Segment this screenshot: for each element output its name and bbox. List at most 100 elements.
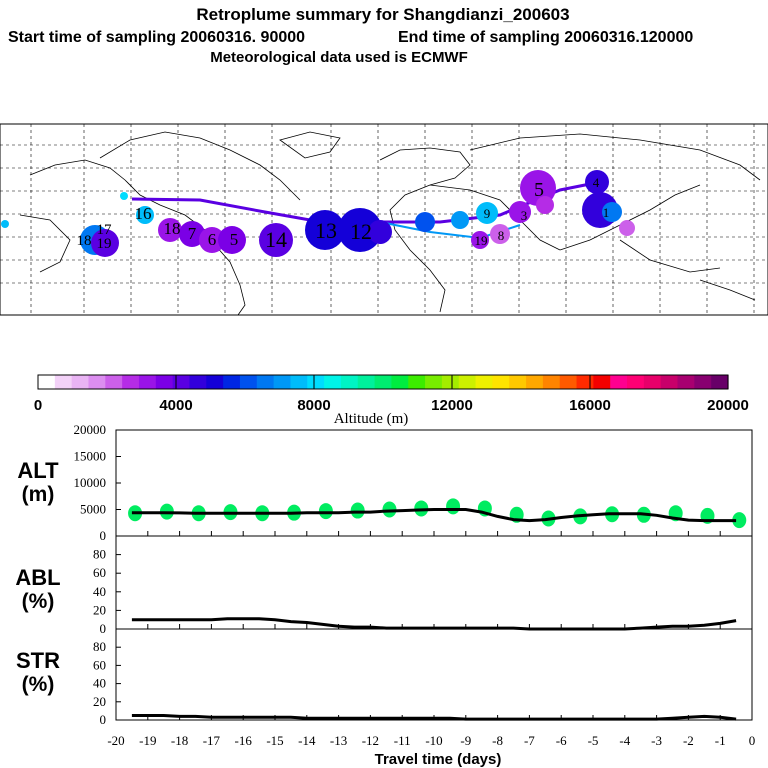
- met-data-note: Meteorological data used is ECMWF: [210, 49, 468, 66]
- colorbar-cell: [593, 375, 611, 389]
- str-y-tick-label: 20: [93, 694, 106, 709]
- map-day-label: 17: [97, 222, 113, 238]
- alt-particle-cluster: [350, 502, 365, 519]
- str-y-tick-label: 80: [93, 639, 106, 654]
- plume-marker: [602, 202, 622, 222]
- coastlines: [19, 131, 761, 316]
- str-panel-frame: [115, 628, 753, 721]
- map-day-label: 6: [208, 230, 217, 249]
- x-tick-label: -6: [556, 733, 567, 748]
- x-tick-label: -14: [298, 733, 316, 748]
- alt-panel-label: ALT: [17, 458, 59, 483]
- alt-panel-unit: (m): [22, 483, 55, 506]
- plume-marker: [368, 220, 392, 244]
- x-tick-label: 0: [749, 733, 756, 748]
- colorbar-cell: [324, 375, 342, 389]
- plume-marker: [509, 201, 531, 223]
- colorbar-cell: [206, 375, 224, 389]
- plume-marker: [471, 231, 489, 249]
- str-panel-label: STR: [16, 648, 60, 673]
- plume-marker: [476, 202, 498, 224]
- plume-marker: [338, 208, 382, 252]
- alt-y-tick-label: 10000: [74, 475, 107, 490]
- x-axis-title: Travel time (days): [375, 751, 502, 768]
- x-axis-ticks: -20 -19 -18 -17 -16 -15 -14 -13 -12 -11 -10 -9 -8 -7-…: [107, 531, 755, 748]
- alt-y-tick-label: 20000: [74, 422, 107, 437]
- x-tick-label: -2: [683, 733, 694, 748]
- colorbar-cell: [677, 375, 695, 389]
- plume-marker: [451, 211, 469, 229]
- colorbar-cell: [408, 375, 426, 389]
- map-day-labels-right: 5 4 98 3 1 19: [475, 175, 610, 248]
- colorbar-cell: [475, 375, 493, 389]
- colorbar-cell: [542, 375, 561, 389]
- plume-marker: [490, 224, 510, 244]
- abl-y-tick-label: 0: [100, 621, 107, 636]
- colorbar-cell: [643, 375, 662, 389]
- plume-marker: [619, 220, 635, 236]
- map-day-label: 5: [230, 230, 239, 249]
- colorbar-tick-label: 4000: [159, 397, 192, 414]
- colorbar-cell: [273, 375, 292, 389]
- map-day-label: 16: [135, 204, 152, 223]
- abl-panel-unit: (%): [22, 590, 55, 613]
- x-tick-label: -12: [362, 733, 379, 748]
- colorbar-tick-label: 12000: [431, 397, 473, 414]
- map-day-label: 19: [475, 233, 488, 248]
- colorbar-label: Altitude (m): [334, 411, 409, 427]
- plume-marker: [585, 170, 609, 194]
- x-tick-label: -18: [171, 733, 188, 748]
- map-day-label: 14: [265, 227, 287, 252]
- map-day-label: 8: [498, 228, 505, 243]
- x-tick-label: -5: [588, 733, 599, 748]
- plume-marker: [536, 196, 554, 214]
- colorbar-cell: [105, 375, 123, 389]
- alt-panel-frame: [115, 429, 753, 537]
- colorbar-cell: [189, 375, 207, 389]
- colorbar-cell: [576, 375, 594, 389]
- map-frame: [0, 123, 768, 316]
- plume-markers: [1, 170, 635, 257]
- abl-y-tick-label: 60: [93, 565, 106, 580]
- alt-particle-cluster: [446, 498, 461, 515]
- x-tick-label: -19: [139, 733, 156, 748]
- colorbar-tick-label: 20000: [707, 397, 749, 414]
- map-day-label: 1: [603, 205, 610, 220]
- colorbar-cell: [307, 375, 325, 389]
- plume-marker: [259, 223, 293, 257]
- map-day-label: 18: [77, 233, 92, 249]
- sampling-end: End time of sampling 20060316.120000: [398, 29, 693, 46]
- colorbar-cell: [290, 375, 308, 389]
- colorbar-cell: [458, 375, 477, 389]
- colorbar-cell: [492, 375, 510, 389]
- x-tick-label: -17: [203, 733, 221, 748]
- y-axis-ticks: 20000 15000 10000 5000 0 80 60 40 20 0 80 60 40 20 0: [74, 422, 121, 727]
- plume-marker: [1, 220, 9, 228]
- plume-marker: [218, 226, 246, 254]
- colorbar-cell: [526, 375, 544, 389]
- colorbar-cell: [256, 375, 275, 389]
- map-day-label: 9: [484, 206, 491, 221]
- map-day-label: 18: [164, 219, 181, 238]
- sampling-start: Start time of sampling 20060316. 90000: [8, 29, 305, 46]
- map-day-label: 19: [97, 236, 112, 252]
- colorbar-cell: [391, 375, 409, 389]
- abl-panel-label: ABL: [15, 565, 60, 590]
- alt-particle-cluster: [732, 512, 747, 529]
- colorbar-tick-label: 0: [34, 397, 42, 414]
- colorbar-cell: [122, 375, 140, 389]
- str-panel-unit: (%): [22, 673, 55, 696]
- colorbar-cell: [711, 375, 729, 389]
- map-day-label: 13: [315, 218, 337, 243]
- colorbar-cell: [660, 375, 679, 389]
- plume-marker: [136, 206, 154, 224]
- plume-marker: [91, 229, 119, 257]
- alt-y-tick-label: 0: [100, 528, 107, 543]
- alt-series-line: [131, 508, 737, 523]
- x-tick-label: -4: [619, 733, 630, 748]
- x-tick-label: -9: [460, 733, 471, 748]
- colorbar-cell: [88, 375, 106, 389]
- x-tick-label: -20: [107, 733, 124, 748]
- colorbar-cell: [627, 375, 645, 389]
